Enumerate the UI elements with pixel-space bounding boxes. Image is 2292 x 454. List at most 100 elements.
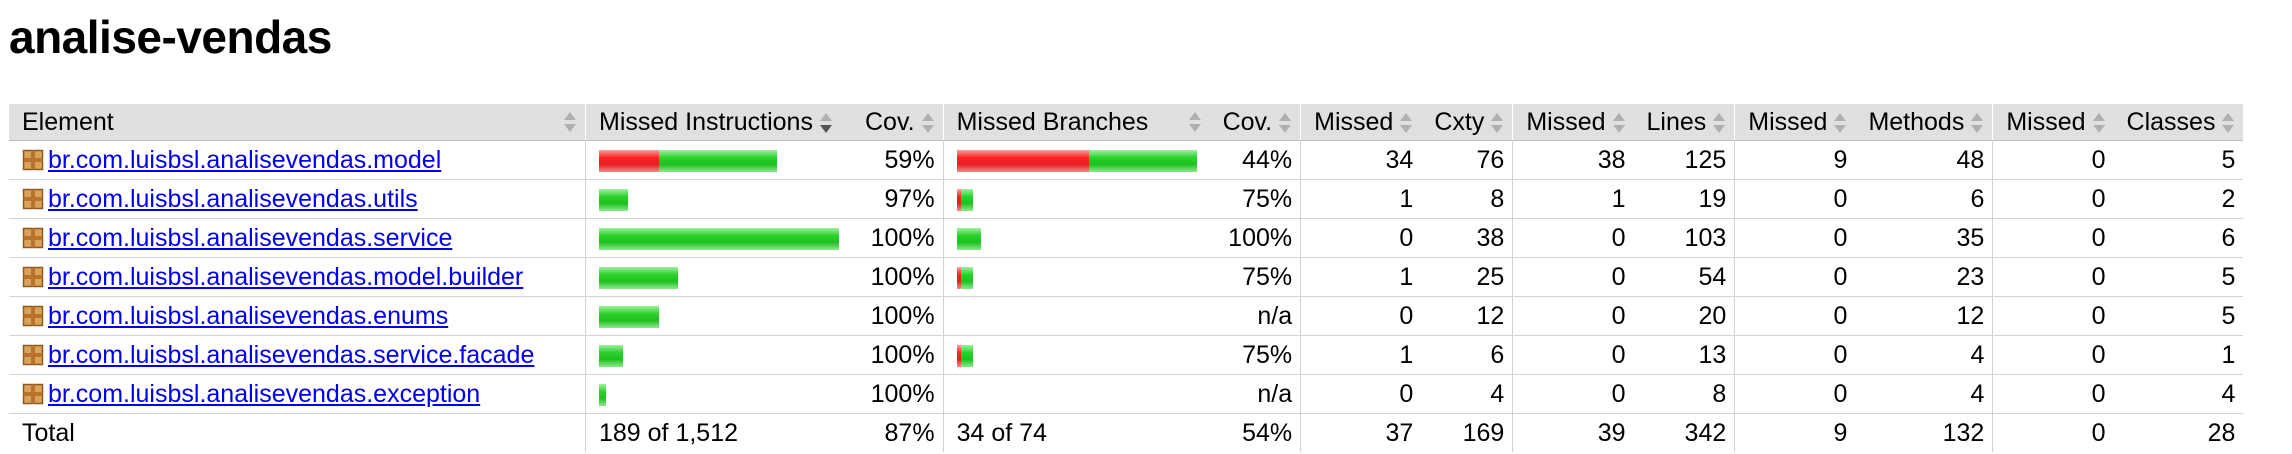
missed-lines-cell: 0 <box>1512 257 1634 297</box>
cxty-cell: 76 <box>1421 140 1513 180</box>
package-icon <box>22 382 44 405</box>
header-classes[interactable]: Classes <box>2113 104 2244 141</box>
missed-cxty-cell: 1 <box>1300 335 1422 375</box>
package-icon <box>22 304 44 327</box>
table-row: br.com.luisbsl.analisevendas.model 59% 44%… <box>9 140 2244 180</box>
missed-classes-cell: 0 <box>1992 218 2114 258</box>
methods-cell: 48 <box>1855 140 1993 180</box>
package-link[interactable]: br.com.luisbsl.analisevendas.service.fac… <box>48 341 535 369</box>
header-missed-branches[interactable]: Missed Branches <box>942 104 1210 141</box>
package-icon <box>22 265 44 288</box>
classes-cell: 5 <box>2113 257 2244 297</box>
covered-bar-segment <box>599 384 606 407</box>
sort-arrows-icon[interactable] <box>563 111 577 133</box>
sort-arrows-icon[interactable] <box>1712 112 1726 134</box>
instr-cov-cell: 100% <box>852 296 944 336</box>
cxty-cell: 25 <box>1421 257 1513 297</box>
element-cell: br.com.luisbsl.analisevendas.model.build… <box>9 257 586 297</box>
missed-branches-cell <box>942 296 1210 336</box>
header-element[interactable]: Element <box>9 104 586 141</box>
element-cell: br.com.luisbsl.analisevendas.model <box>9 140 586 180</box>
missed-cxty-cell: 0 <box>1300 374 1422 414</box>
total-cxty: 169 <box>1421 413 1513 452</box>
instr-cov-cell: 100% <box>852 218 944 258</box>
covered-bar-segment <box>599 306 659 329</box>
missed-classes-cell: 0 <box>1992 296 2114 336</box>
package-link[interactable]: br.com.luisbsl.analisevendas.utils <box>48 185 418 213</box>
package-rows: br.com.luisbsl.analisevendas.model 59% 44%… <box>9 140 2244 414</box>
covered-bar-segment <box>960 267 973 290</box>
page-title: analise-vendas <box>9 11 332 63</box>
header-lines[interactable]: Lines <box>1633 104 1735 141</box>
missed-classes-cell: 0 <box>1992 335 2114 375</box>
lines-cell: 8 <box>1633 374 1735 414</box>
coverage-bar <box>599 150 777 173</box>
covered-bar-segment <box>956 228 981 251</box>
package-link[interactable]: br.com.luisbsl.analisevendas.exception <box>48 380 481 408</box>
instr-cov-cell: 100% <box>852 374 944 414</box>
header-missed-classes[interactable]: Missed <box>1992 104 2114 141</box>
sort-arrows-icon[interactable] <box>2221 112 2235 134</box>
missed-instructions-cell <box>585 218 852 258</box>
package-icon <box>22 187 44 210</box>
lines-cell: 54 <box>1633 257 1735 297</box>
header-missed-lines[interactable]: Missed <box>1512 104 1634 141</box>
lines-cell: 13 <box>1633 335 1735 375</box>
table-row: br.com.luisbsl.analisevendas.model.build… <box>9 257 2244 297</box>
missed-branches-cell <box>942 140 1210 180</box>
sort-arrows-icon[interactable] <box>819 112 833 134</box>
sort-arrows-icon[interactable] <box>1490 112 1504 134</box>
header-missed-instructions[interactable]: Missed Instructions <box>585 104 852 141</box>
instr-cov-cell: 97% <box>852 179 944 219</box>
missed-branches-cell <box>942 218 1210 258</box>
header-missed-cxty[interactable]: Missed <box>1300 104 1422 141</box>
package-link[interactable]: br.com.luisbsl.analisevendas.service <box>48 224 453 252</box>
missed-cxty-cell: 1 <box>1300 179 1422 219</box>
package-link[interactable]: br.com.luisbsl.analisevendas.enums <box>48 302 449 330</box>
covered-bar-segment <box>599 345 623 368</box>
sort-arrows-icon[interactable] <box>1970 112 1984 134</box>
header-classes-label: Classes <box>2126 108 2216 136</box>
missed-instructions-cell <box>585 374 852 414</box>
header-methods[interactable]: Methods <box>1855 104 1993 141</box>
header-cxty[interactable]: Cxty <box>1421 104 1513 141</box>
package-link[interactable]: br.com.luisbsl.analisevendas.model <box>48 146 442 174</box>
package-link[interactable]: br.com.luisbsl.analisevendas.model.build… <box>48 263 524 291</box>
missed-instructions-cell <box>585 179 852 219</box>
missed-instructions-cell <box>585 140 852 180</box>
covered-bar-segment <box>960 345 973 368</box>
methods-cell: 12 <box>1855 296 1993 336</box>
sort-arrows-icon[interactable] <box>1612 112 1626 134</box>
header-missed-methods-label: Missed <box>1748 108 1828 136</box>
header-missed-cxty-label: Missed <box>1314 108 1394 136</box>
lines-cell: 125 <box>1633 140 1735 180</box>
total-missed-cxty: 37 <box>1300 413 1422 452</box>
classes-cell: 5 <box>2113 140 2244 180</box>
missed-branches-cell <box>942 374 1210 414</box>
sort-arrows-icon[interactable] <box>1188 111 1202 133</box>
missed-classes-cell: 0 <box>1992 179 2114 219</box>
sort-arrows-icon[interactable] <box>2092 112 2106 134</box>
instr-cov-cell: 100% <box>852 257 944 297</box>
table-row: br.com.luisbsl.analisevendas.service.fac… <box>9 335 2244 375</box>
element-cell: br.com.luisbsl.analisevendas.enums <box>9 296 586 336</box>
sort-arrows-icon[interactable] <box>1399 112 1413 134</box>
branch-cov-cell: 75% <box>1209 335 1301 375</box>
package-icon <box>22 148 44 171</box>
header-missed-methods[interactable]: Missed <box>1734 104 1856 141</box>
total-missed-methods: 9 <box>1734 413 1856 452</box>
coverage-bar <box>599 345 623 368</box>
header-row: Element Missed Instructions Cov. Missed … <box>9 104 2244 141</box>
header-branch-cov-label: Cov. <box>1222 108 1273 136</box>
sort-arrows-icon[interactable] <box>1278 112 1292 134</box>
header-instr-cov[interactable]: Cov. <box>852 104 944 141</box>
sort-arrows-icon[interactable] <box>921 112 935 134</box>
sort-arrows-icon[interactable] <box>1833 112 1847 134</box>
cxty-cell: 6 <box>1421 335 1513 375</box>
total-branch-cov: 54% <box>1209 413 1301 452</box>
total-missed-lines: 39 <box>1512 413 1634 452</box>
classes-cell: 2 <box>2113 179 2244 219</box>
header-branch-cov[interactable]: Cov. <box>1209 104 1301 141</box>
coverage-bar <box>956 267 973 290</box>
